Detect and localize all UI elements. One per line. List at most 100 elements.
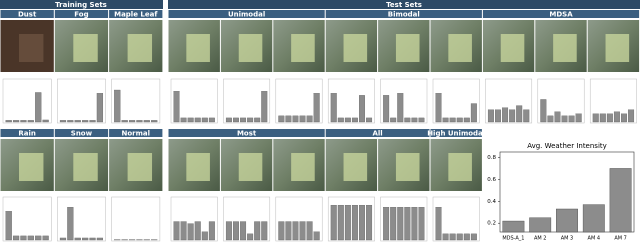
- y-tick-label: 0.4: [487, 199, 496, 205]
- field: [19, 34, 43, 62]
- bar: [307, 222, 313, 240]
- bar: [43, 236, 49, 240]
- bar: [419, 118, 425, 122]
- chart-title: Avg. Weather Intensity: [527, 142, 607, 150]
- bar: [383, 207, 389, 240]
- bar: [254, 118, 260, 122]
- field: [128, 153, 152, 181]
- bar: [129, 120, 135, 122]
- bar: [226, 118, 232, 122]
- bar: [419, 207, 425, 240]
- y-tick-label: 0.2: [487, 221, 496, 227]
- bar: [279, 116, 285, 122]
- bar: [366, 118, 372, 122]
- bar: [43, 120, 49, 122]
- x-tick-label: AM 4: [588, 236, 601, 242]
- bar: [593, 114, 599, 122]
- bar: [188, 224, 194, 240]
- bar: [359, 95, 365, 122]
- bar: [293, 116, 299, 122]
- bar: [35, 236, 41, 240]
- bar: [28, 120, 34, 122]
- bar: [28, 236, 34, 240]
- bar: [583, 205, 604, 232]
- bar: [67, 207, 73, 240]
- bar: [556, 209, 577, 232]
- bar: [495, 110, 501, 122]
- bar: [471, 234, 477, 240]
- bar: [390, 118, 396, 122]
- bar: [90, 120, 96, 122]
- group-title: High Unimodal: [427, 130, 485, 138]
- bar: [405, 207, 411, 240]
- section-title: Training Sets: [55, 1, 107, 9]
- bar: [436, 93, 442, 122]
- bar: [516, 106, 522, 122]
- bar: [352, 118, 358, 122]
- bar: [390, 207, 396, 240]
- x-tick-label: AM 3: [561, 236, 574, 242]
- group-title: Unimodal: [228, 11, 265, 19]
- bar: [600, 114, 606, 122]
- bar: [144, 120, 150, 122]
- bar: [60, 120, 66, 122]
- bar: [286, 222, 292, 240]
- group-title: Maple Leaf: [114, 11, 158, 19]
- bar: [548, 116, 554, 122]
- bar: [279, 222, 285, 240]
- bar: [97, 93, 103, 122]
- bar: [136, 120, 142, 122]
- field: [186, 153, 210, 181]
- bar: [67, 120, 73, 122]
- bar: [240, 222, 246, 240]
- field: [73, 153, 97, 181]
- bar: [345, 205, 351, 240]
- group-title: Snow: [71, 130, 93, 138]
- bar: [195, 222, 201, 240]
- field: [501, 34, 525, 62]
- bar: [464, 118, 470, 122]
- bar: [471, 104, 477, 122]
- bar: [443, 234, 449, 240]
- field: [73, 34, 97, 62]
- bar: [122, 120, 128, 122]
- bar: [209, 118, 215, 122]
- field: [291, 34, 315, 62]
- bar: [614, 112, 620, 122]
- bar: [331, 205, 337, 240]
- x-tick-label: MDS-A_1: [502, 236, 524, 242]
- field: [448, 153, 472, 181]
- bar: [174, 91, 180, 122]
- bar: [523, 110, 529, 122]
- bar: [151, 120, 157, 122]
- bar: [457, 118, 463, 122]
- field: [186, 34, 210, 62]
- bar: [6, 211, 12, 240]
- bar: [181, 118, 187, 122]
- chart-frame: [112, 197, 160, 241]
- bar: [261, 91, 267, 122]
- bar: [412, 118, 418, 122]
- field: [128, 34, 152, 62]
- group-title: Rain: [18, 130, 36, 138]
- bar: [628, 110, 634, 122]
- bar: [338, 205, 344, 240]
- bar: [502, 108, 508, 122]
- bar: [345, 118, 351, 122]
- bar: [75, 120, 81, 122]
- field: [344, 153, 368, 181]
- bar: [300, 222, 306, 240]
- bar: [555, 112, 561, 122]
- bar: [562, 116, 568, 122]
- group-title: Normal: [121, 130, 150, 138]
- bar: [405, 118, 411, 122]
- bar: [529, 218, 550, 232]
- bar: [300, 116, 306, 122]
- bar: [209, 222, 215, 240]
- bar: [509, 110, 515, 122]
- bar: [610, 168, 631, 232]
- bar: [314, 93, 320, 122]
- group-title: Dust: [18, 11, 37, 19]
- field: [344, 34, 368, 62]
